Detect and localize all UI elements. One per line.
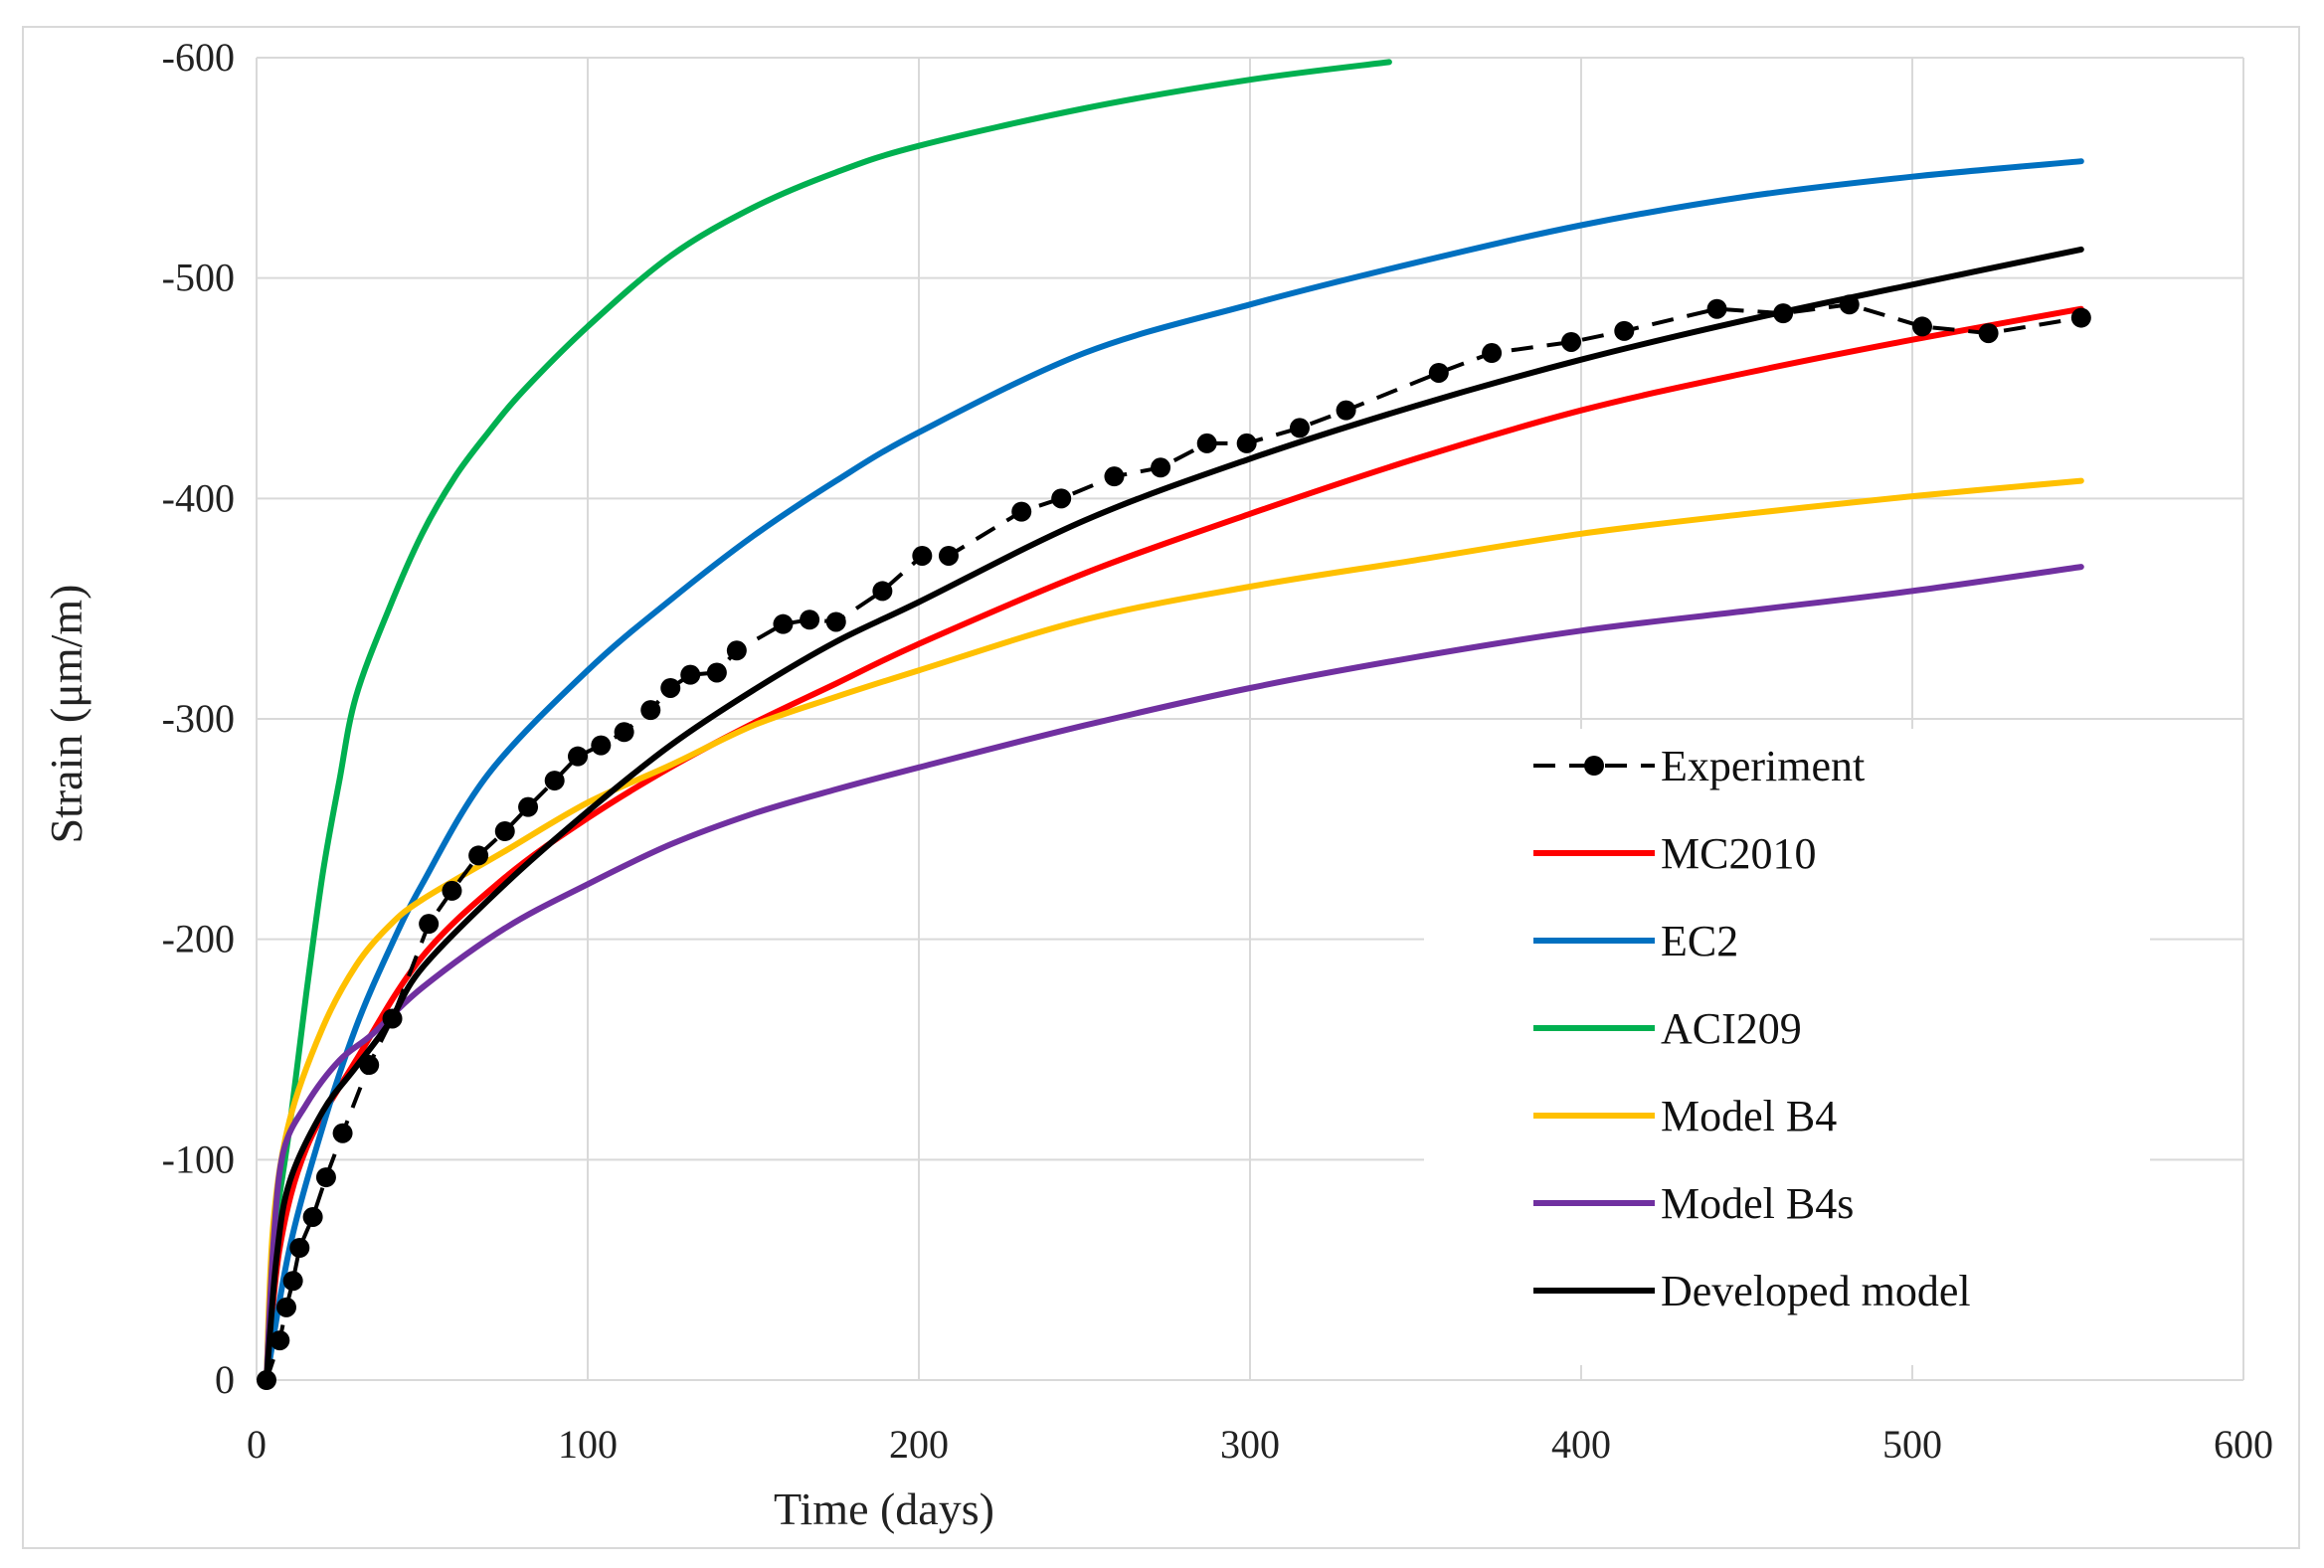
legend: Experiment MC2010 EC2 ACI209 Model B4 Model B… xyxy=(1424,729,2150,1365)
experiment-point xyxy=(1104,466,1125,487)
experiment-point xyxy=(419,914,440,935)
experiment-point xyxy=(706,662,727,683)
experiment-point xyxy=(289,1238,310,1258)
experiment-point xyxy=(1336,400,1356,421)
experiment-point xyxy=(938,545,959,566)
legend-label-ec2: EC2 xyxy=(1661,917,1738,965)
legend-label-mc2010: MC2010 xyxy=(1661,829,1816,878)
experiment-point xyxy=(269,1330,290,1351)
experiment-point xyxy=(359,1055,380,1076)
experiment-point xyxy=(1561,331,1582,352)
x-tick-label: 100 xyxy=(558,1422,618,1467)
experiment-point xyxy=(912,545,933,566)
x-axis-title: Time (days) xyxy=(774,1483,994,1534)
experiment-point xyxy=(1011,501,1032,522)
experiment-point xyxy=(1428,362,1449,383)
experiment-point xyxy=(256,1370,276,1390)
series-line-developed-model xyxy=(264,246,2084,1383)
series-line-aci209 xyxy=(264,59,1392,1383)
experiment-point xyxy=(442,880,462,901)
y-tick-label: -600 xyxy=(162,35,235,80)
y-tick-label: -500 xyxy=(162,256,235,300)
experiment-point xyxy=(1289,418,1310,438)
series-line-ec2 xyxy=(264,158,2084,1383)
legend-marker-experiment xyxy=(1584,756,1604,776)
x-tick-label: 400 xyxy=(1551,1422,1611,1467)
experiment-point xyxy=(680,664,701,685)
legend-label-developed-model: Developed model xyxy=(1661,1267,1971,1315)
experiment-point xyxy=(773,613,794,634)
legend-items: Experiment MC2010 EC2 ACI209 Model B4 Model B… xyxy=(1533,742,1971,1315)
experiment-point xyxy=(315,1167,336,1188)
x-tick-label: 0 xyxy=(247,1422,267,1467)
x-tick-label: 300 xyxy=(1220,1422,1280,1467)
legend-label-model-b4: Model B4 xyxy=(1661,1092,1837,1140)
x-axis-ticks: 0 100 200 300 400 500 600 xyxy=(247,1422,2273,1467)
series-line-model-b4 xyxy=(264,477,2084,1383)
legend-background xyxy=(1424,729,2150,1365)
y-tick-label: -300 xyxy=(162,696,235,741)
experiment-point xyxy=(660,677,681,698)
experiment-point xyxy=(494,821,515,842)
x-tick-label: 500 xyxy=(1882,1422,1942,1467)
chart-frame: 0 100 200 300 400 500 600 0 -100 -200 -300 -400 -50… xyxy=(22,26,2300,1549)
experiment-point xyxy=(332,1123,353,1143)
experiment-point xyxy=(1196,433,1217,453)
experiment-point xyxy=(640,700,661,721)
series-line-model-b4s xyxy=(264,564,2084,1383)
experiment-point xyxy=(568,746,589,767)
series-line-experiment xyxy=(265,302,2082,1381)
experiment-point xyxy=(1978,323,1999,344)
experiment-point xyxy=(800,610,820,630)
experiment-point xyxy=(1151,457,1171,478)
experiment-point xyxy=(1839,294,1860,315)
experiment-point xyxy=(1482,343,1503,364)
experiment-point xyxy=(468,845,489,866)
experiment-point xyxy=(1614,320,1635,341)
x-tick-label: 200 xyxy=(889,1422,949,1467)
experiment-point xyxy=(1706,298,1727,319)
experiment-point xyxy=(544,771,565,791)
chart-svg: 0 100 200 300 400 500 600 0 -100 -200 -300 -400 -50… xyxy=(41,35,2273,1534)
experiment-point xyxy=(302,1206,323,1227)
experiment-point xyxy=(825,611,846,632)
experiment-point xyxy=(1773,303,1794,324)
experiment-markers xyxy=(256,294,2091,1390)
experiment-point xyxy=(1911,316,1932,337)
y-tick-label: -100 xyxy=(162,1136,235,1181)
series-lines xyxy=(264,59,2084,1383)
experiment-point xyxy=(518,796,539,817)
experiment-point xyxy=(275,1297,296,1317)
y-tick-label: -400 xyxy=(162,475,235,520)
legend-label-aci209: ACI209 xyxy=(1661,1004,1802,1053)
y-tick-label: -200 xyxy=(162,917,235,961)
experiment-point xyxy=(2070,307,2091,328)
y-axis-title: Strain (μm/m) xyxy=(41,584,91,843)
legend-label-experiment: Experiment xyxy=(1661,742,1865,790)
experiment-point xyxy=(1051,488,1072,509)
experiment-point xyxy=(282,1271,303,1292)
experiment-point xyxy=(726,640,747,661)
series-line-mc2010 xyxy=(264,305,2084,1383)
x-tick-label: 600 xyxy=(2214,1422,2273,1467)
y-tick-label: 0 xyxy=(215,1357,235,1402)
experiment-point xyxy=(382,1008,403,1029)
y-axis-ticks: 0 -100 -200 -300 -400 -500 -600 xyxy=(162,35,235,1402)
experiment-point xyxy=(614,722,634,743)
experiment-point xyxy=(1236,433,1257,453)
legend-label-model-b4s: Model B4s xyxy=(1661,1179,1854,1228)
experiment-point xyxy=(872,581,893,602)
gridlines xyxy=(256,57,2244,1381)
experiment-point xyxy=(591,735,612,756)
